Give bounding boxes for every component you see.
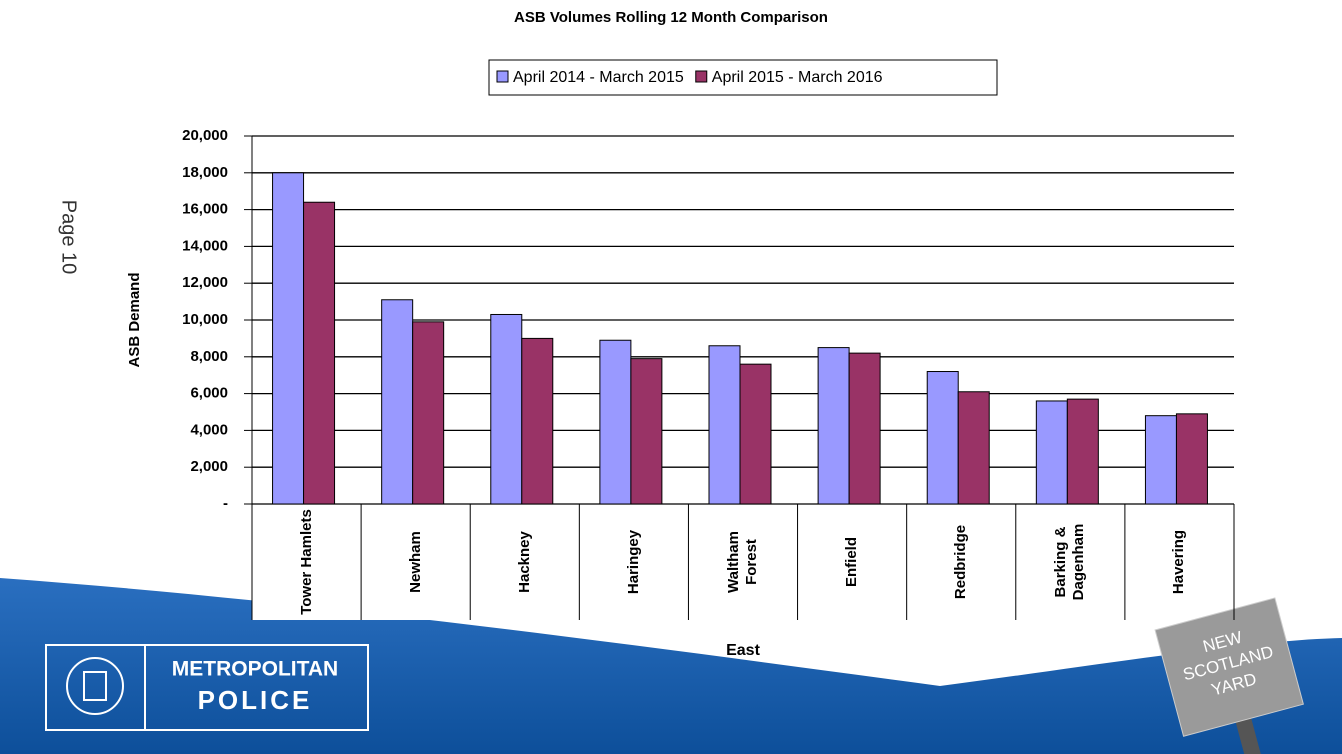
x-tick-label: Tower Hamlets xyxy=(297,509,315,615)
bar xyxy=(1144,415,1177,505)
bar xyxy=(303,201,336,505)
y-tick-label: 20,000 xyxy=(182,127,228,144)
chart-title: ASB Volumes Rolling 12 Month Comparison xyxy=(514,9,828,26)
bar xyxy=(1175,413,1208,505)
logo-text: POLICE xyxy=(198,685,313,715)
x-tick-label: Newham xyxy=(406,531,424,593)
y-tick-label: 18,000 xyxy=(182,164,228,181)
sign: NEW SCOTLAND YARD xyxy=(1154,597,1304,754)
y-tick-label: 10,000 xyxy=(182,311,228,328)
y-tick-label: 4,000 xyxy=(190,421,228,438)
logo-text: METROPOLITAN xyxy=(172,658,338,681)
bar xyxy=(381,299,414,505)
logo-border xyxy=(45,644,369,731)
legend-box xyxy=(488,59,998,96)
legend-label: April 2014 - March 2015 xyxy=(513,69,684,86)
bar xyxy=(1035,400,1068,505)
bar xyxy=(708,345,741,505)
x-tick-label: Enfield xyxy=(843,537,861,588)
y-tick-label: - xyxy=(223,495,228,512)
crest xyxy=(66,657,124,715)
bar xyxy=(272,172,305,505)
bar xyxy=(957,391,990,505)
x-tick-label: Redbridge xyxy=(952,524,970,600)
category-area xyxy=(252,504,1234,620)
bar xyxy=(599,339,632,505)
bar xyxy=(848,352,881,505)
y-axis-title: ASB Demand xyxy=(126,272,143,367)
sign-post xyxy=(1232,706,1264,754)
bar xyxy=(739,363,772,505)
crest-shield xyxy=(83,671,107,701)
legend-marker xyxy=(496,70,509,83)
bar xyxy=(412,321,445,505)
bar xyxy=(630,358,663,505)
legend-marker xyxy=(695,70,708,83)
x-tick-label: Haringey xyxy=(624,529,642,595)
y-tick-label: 14,000 xyxy=(182,237,228,254)
x-tick-label: Havering xyxy=(1170,529,1188,595)
x-tick-label: Barking & Dagenham xyxy=(1052,523,1088,601)
y-tick-label: 6,000 xyxy=(190,385,228,402)
y-tick-label: 12,000 xyxy=(182,274,228,291)
bar xyxy=(817,347,850,505)
bar xyxy=(521,337,554,505)
bar xyxy=(490,313,523,505)
x-tick-label: Waltham Forest xyxy=(725,531,760,593)
page-label: Page 10 xyxy=(58,200,80,275)
x-tick-label: Hackney xyxy=(515,531,533,593)
y-tick-label: 2,000 xyxy=(190,458,228,475)
footer-wave xyxy=(0,578,1342,754)
logo: METROPOLITAN POLICE xyxy=(45,644,369,731)
bar xyxy=(926,371,959,505)
bar xyxy=(1066,398,1099,505)
y-tick-label: 8,000 xyxy=(190,348,228,365)
legend-label: April 2015 - March 2016 xyxy=(712,69,883,86)
x-axis-title: East xyxy=(726,642,760,659)
sign-body xyxy=(1154,597,1304,737)
y-tick-label: 16,000 xyxy=(182,201,228,218)
